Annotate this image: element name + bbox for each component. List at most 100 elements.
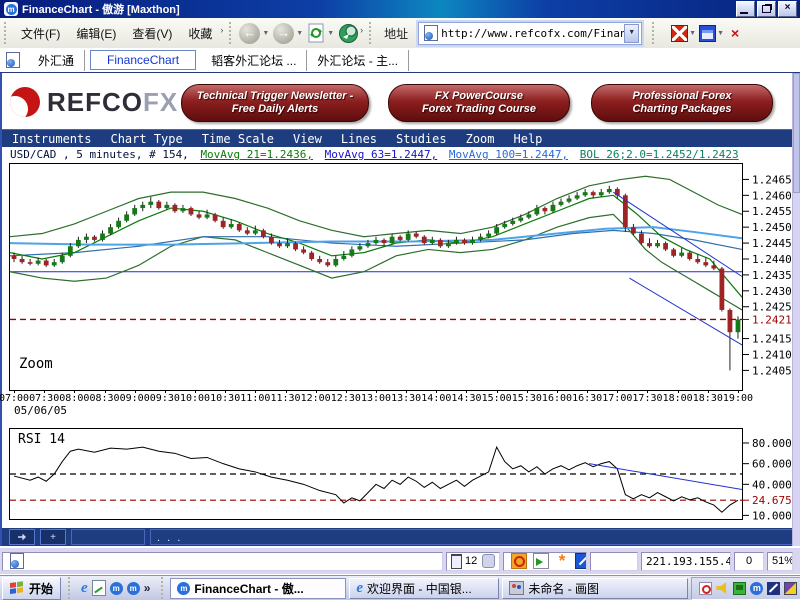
status-trash-section[interactable]: 12 <box>446 551 500 571</box>
forward-dropdown-caret[interactable]: ▼ <box>296 29 304 37</box>
svg-text:1.2415: 1.2415 <box>752 333 792 346</box>
time-label-9: 11:30 <box>270 393 301 404</box>
svg-text:1.2435: 1.2435 <box>752 269 792 282</box>
maxthon-quicklaunch-icon[interactable]: m <box>109 581 123 595</box>
date-label: 05/06/05 <box>14 404 67 417</box>
chart-menu-help[interactable]: Help <box>513 131 543 146</box>
start-label: 开始 <box>29 581 54 596</box>
flash-filter-icon[interactable]: * <box>558 551 566 570</box>
notes-quicklaunch-icon[interactable] <box>91 580 106 596</box>
page-export-icon[interactable] <box>533 553 549 569</box>
time-label-22: 18:00 <box>662 393 693 404</box>
back-dropdown-caret[interactable]: ▼ <box>262 29 270 37</box>
restore-button[interactable] <box>757 1 776 17</box>
proxy-icon[interactable] <box>671 24 689 42</box>
window-list-icon[interactable] <box>699 24 717 42</box>
zoom-tool-label: Zoom <box>19 356 53 372</box>
chart-toolbar-box[interactable] <box>71 529 145 545</box>
ime-tray-icon[interactable] <box>784 581 798 595</box>
pen-tray-icon[interactable] <box>767 581 781 595</box>
menu-item-0[interactable]: 文件(F) <box>21 26 61 41</box>
movavg100-link[interactable]: MovAvg 100=1.2447, <box>448 148 569 161</box>
browser-tab-2[interactable]: 韬客外汇论坛 ... <box>201 49 308 71</box>
refresh-icon[interactable] <box>307 23 325 43</box>
edit-mode-icon[interactable] <box>575 553 586 569</box>
start-button[interactable]: 开始 <box>2 576 62 600</box>
bollinger-link[interactable]: BOL 26;2.0=1.2452/1.2423 <box>579 148 739 161</box>
trash-icon[interactable] <box>451 553 462 569</box>
banner-2[interactable]: Professional Forex Charting Packages <box>591 84 773 122</box>
svg-text:1.2410: 1.2410 <box>752 348 792 361</box>
time-tick <box>466 390 468 393</box>
browser-tab-1[interactable]: FinanceChart <box>90 50 197 70</box>
refresh-dropdown-caret[interactable]: ▼ <box>327 29 335 37</box>
task-button-2[interactable]: 未命名 - 画图 <box>502 577 689 599</box>
time-label-7: 10:30 <box>210 393 241 404</box>
minimize-button[interactable] <box>736 1 755 17</box>
ie-quicklaunch-icon[interactable]: e <box>81 579 88 596</box>
hand-icon[interactable] <box>482 554 495 568</box>
network-tray-icon[interactable] <box>733 581 747 595</box>
menu-item-2[interactable]: 查看(V) <box>132 26 173 41</box>
maxthon-quicklaunch-icon-2[interactable]: m <box>126 581 140 595</box>
main-price-chart[interactable]: 1.2465 1.2460 1.2455 1.2450 1.2445 1.2440 1.24… <box>9 163 800 395</box>
task-button-0[interactable]: m FinanceChart - 傲... <box>170 577 347 599</box>
movavg63-link[interactable]: MovAvg 63=1.2447, <box>324 148 438 161</box>
nav-overflow-chevron[interactable]: › <box>360 25 364 35</box>
pin-tool-button[interactable] <box>9 529 35 545</box>
chart-menu-view[interactable]: View <box>292 131 322 146</box>
banner-1[interactable]: FX PowerCourse Forex Trading Course <box>388 84 570 122</box>
alarm-tray-icon[interactable] <box>699 581 713 595</box>
address-bar[interactable]: http://www.refcofx.com/Finance ▼ <box>418 21 643 45</box>
address-dropdown[interactable]: ▼ <box>624 23 640 43</box>
toolbar-grip[interactable] <box>369 22 374 44</box>
status-page-icon <box>10 553 24 569</box>
chart-menu-lines[interactable]: Lines <box>340 131 378 146</box>
rsi-chart[interactable]: 80.0000 60.0000 40.0000 24.6750 10.0000 <box>9 428 800 522</box>
svg-text:1.2455: 1.2455 <box>752 205 792 218</box>
refco-logo-icon <box>10 87 40 117</box>
browser-tab-0[interactable]: 外汇通 <box>28 49 86 71</box>
chart-menu-time-scale[interactable]: Time Scale <box>201 131 274 146</box>
forward-button[interactable]: → <box>273 22 295 44</box>
refcofx-logo[interactable]: REFCOFX <box>10 87 178 117</box>
svg-text:60.0000: 60.0000 <box>752 458 798 471</box>
back-button[interactable]: ← <box>239 22 261 44</box>
window-titlebar: m FinanceChart - 傲游 [Maxthon] × <box>0 0 800 18</box>
banner-0[interactable]: Technical Trigger Newsletter - Free Daily… <box>181 84 369 122</box>
scrollbar-thumb[interactable] <box>793 73 800 193</box>
quicklaunch-overflow-chevron[interactable]: » <box>143 581 151 595</box>
time-tick <box>74 390 76 393</box>
pending-count: 0 <box>734 551 764 571</box>
window-dropdown-caret[interactable]: ▼ <box>717 29 725 37</box>
volume-tray-icon[interactable] <box>716 582 727 594</box>
crosshair-tool-button[interactable]: + <box>40 529 66 545</box>
task-button-1[interactable]: e 欢迎界面 - 中国银... <box>349 577 500 599</box>
svg-text:40.0000: 40.0000 <box>752 478 798 491</box>
menu-item-3[interactable]: 收藏 <box>188 26 213 41</box>
menu-item-1[interactable]: 编辑(E) <box>76 26 117 41</box>
toolbar-grip[interactable] <box>652 22 657 44</box>
chart-menu-chart-type[interactable]: Chart Type <box>110 131 183 146</box>
popup-blocker-icon[interactable] <box>511 553 527 569</box>
maxthon-task-icon: m <box>177 581 191 595</box>
menu-overflow-chevron[interactable]: › <box>220 25 224 35</box>
task-button-label: 欢迎界面 - 中国银... <box>367 581 472 596</box>
close-button[interactable]: × <box>778 1 797 17</box>
proxy-dropdown-caret[interactable]: ▼ <box>689 29 697 37</box>
chart-menu-instruments[interactable]: Instruments <box>12 131 92 146</box>
time-tick <box>285 390 287 393</box>
address-url[interactable]: http://www.refcofx.com/Finance <box>441 26 625 40</box>
toolbar-grip[interactable] <box>229 22 234 44</box>
browser-tab-3[interactable]: 外汇论坛 - 主... <box>307 49 410 71</box>
close-tab-icon[interactable]: × <box>731 24 740 41</box>
chart-menu-studies[interactable]: Studies <box>396 131 447 146</box>
movavg21-link[interactable]: MovAvg 21=1.2436, <box>200 148 314 161</box>
toolbar-grip[interactable] <box>4 22 9 44</box>
zoom-level[interactable]: 51% <box>767 551 793 571</box>
go-icon[interactable] <box>338 23 359 44</box>
time-tick <box>587 390 589 393</box>
chart-menu-zoom[interactable]: Zoom <box>465 131 495 146</box>
maxthon-tray-icon[interactable]: m <box>750 581 764 595</box>
vertical-scrollbar[interactable] <box>792 73 800 546</box>
